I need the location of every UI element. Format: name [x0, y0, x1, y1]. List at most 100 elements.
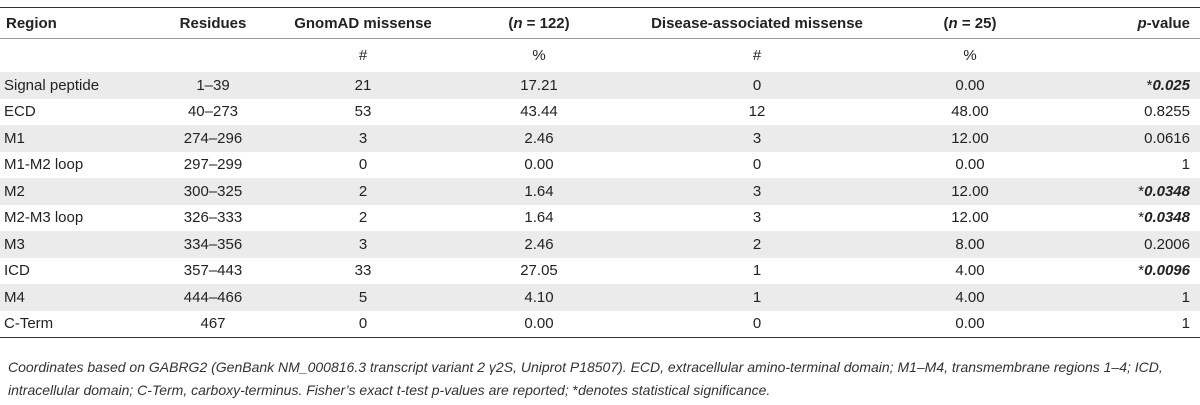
cell-disease-count: 1	[620, 284, 894, 311]
cell-region: Signal peptide	[0, 72, 158, 99]
cell-region: M1	[0, 125, 158, 152]
cell-region: M2-M3 loop	[0, 204, 158, 231]
table-row: M3 334–356 3 2.46 2 8.00 0.2006	[0, 231, 1200, 258]
cell-residues: 326–333	[158, 204, 268, 231]
cell-pvalue: *0.0348	[1046, 178, 1200, 205]
cell-disease-count: 12	[620, 98, 894, 125]
pvalue-text: 0.0348	[1144, 182, 1190, 200]
cell-disease-pct: 48.00	[894, 98, 1046, 125]
pvalue-text: 0.0348	[1144, 209, 1190, 227]
cell-disease-count: 3	[620, 204, 894, 231]
pvalue-text: 0.0096	[1144, 262, 1190, 280]
cell-gnomad-pct: 1.64	[458, 178, 620, 205]
cell-gnomad-pct: 2.46	[458, 125, 620, 152]
subheader-gnomad-count: #	[268, 38, 458, 72]
header-gnomad-n: (n = 122)	[458, 7, 620, 39]
table-row: M4 444–466 5 4.10 1 4.00 1	[0, 284, 1200, 311]
pvalue-text: 0.2006	[1144, 235, 1190, 253]
cell-residues: 297–299	[158, 151, 268, 178]
cell-gnomad-pct: 2.46	[458, 231, 620, 258]
cell-disease-pct: 12.00	[894, 204, 1046, 231]
significance-star: *	[1138, 209, 1145, 227]
cell-gnomad-count: 2	[268, 204, 458, 231]
table-row: ECD 40–273 53 43.44 12 48.00 0.8255	[0, 98, 1200, 125]
cell-disease-count: 3	[620, 178, 894, 205]
cell-disease-pct: 12.00	[894, 178, 1046, 205]
cell-gnomad-count: 2	[268, 178, 458, 205]
cell-region: C-Term	[0, 310, 158, 338]
cell-residues: 444–466	[158, 284, 268, 311]
subheader-gnomad-pct: %	[458, 38, 620, 72]
cell-region: M2	[0, 178, 158, 205]
cell-gnomad-count: 3	[268, 125, 458, 152]
cell-gnomad-pct: 27.05	[458, 257, 620, 284]
table-row: M1 274–296 3 2.46 3 12.00 0.0616	[0, 125, 1200, 152]
pvalue-text: 0.0616	[1144, 129, 1190, 147]
cell-disease-count: 0	[620, 72, 894, 99]
pvalue-text: 1	[1181, 315, 1190, 333]
header-region: Region	[0, 7, 158, 39]
missense-variant-table: Region Residues GnomAD missense (n = 122…	[0, 7, 1200, 338]
table-row: ICD 357–443 33 27.05 1 4.00 *0.0096	[0, 257, 1200, 284]
cell-region: M4	[0, 284, 158, 311]
cell-gnomad-pct: 1.64	[458, 204, 620, 231]
cell-pvalue: *0.0348	[1046, 204, 1200, 231]
header-pvalue: p-value	[1046, 7, 1200, 39]
significance-star: *	[1138, 262, 1145, 280]
cell-disease-count: 1	[620, 257, 894, 284]
table-body: Signal peptide 1–39 21 17.21 0 0.00 *0.025 ECD 4…	[0, 72, 1200, 338]
cell-residues: 334–356	[158, 231, 268, 258]
significance-star: *	[1146, 76, 1153, 94]
cell-residues: 300–325	[158, 178, 268, 205]
cell-gnomad-pct: 4.10	[458, 284, 620, 311]
cell-disease-pct: 0.00	[894, 151, 1046, 178]
cell-residues: 1–39	[158, 72, 268, 99]
table-row: M2-M3 loop 326–333 2 1.64 3 12.00 *0.0348	[0, 204, 1200, 231]
table-row: M1-M2 loop 297–299 0 0.00 0 0.00 1	[0, 151, 1200, 178]
header-disease-n: (n = 25)	[894, 7, 1046, 39]
significance-star: *	[1138, 182, 1145, 200]
table-footnote: Coordinates based on GABRG2 (GenBank NM_…	[8, 359, 1163, 398]
cell-residues: 467	[158, 310, 268, 338]
header-disease-missense: Disease-associated missense	[620, 7, 894, 39]
cell-disease-count: 0	[620, 151, 894, 178]
cell-residues: 40–273	[158, 98, 268, 125]
cell-gnomad-count: 21	[268, 72, 458, 99]
pvalue-text: 1	[1181, 288, 1190, 306]
cell-disease-pct: 0.00	[894, 310, 1046, 338]
cell-pvalue: *0.0096	[1046, 257, 1200, 284]
cell-gnomad-count: 0	[268, 310, 458, 338]
cell-disease-count: 3	[620, 125, 894, 152]
cell-disease-count: 2	[620, 231, 894, 258]
cell-residues: 274–296	[158, 125, 268, 152]
cell-disease-pct: 0.00	[894, 72, 1046, 99]
header-row: Region Residues GnomAD missense (n = 122…	[0, 7, 1200, 39]
table-row: Signal peptide 1–39 21 17.21 0 0.00 *0.025	[0, 72, 1200, 99]
subheader-disease-pct: %	[894, 38, 1046, 72]
cell-pvalue: 1	[1046, 310, 1200, 338]
cell-gnomad-pct: 17.21	[458, 72, 620, 99]
subheader-row: # % # %	[0, 38, 1200, 72]
cell-disease-pct: 12.00	[894, 125, 1046, 152]
cell-disease-pct: 8.00	[894, 231, 1046, 258]
cell-region: ECD	[0, 98, 158, 125]
cell-disease-count: 0	[620, 310, 894, 338]
cell-gnomad-count: 33	[268, 257, 458, 284]
cell-gnomad-count: 3	[268, 231, 458, 258]
cell-gnomad-count: 0	[268, 151, 458, 178]
cell-residues: 357–443	[158, 257, 268, 284]
cell-gnomad-count: 53	[268, 98, 458, 125]
header-residues: Residues	[158, 7, 268, 39]
cell-gnomad-count: 5	[268, 284, 458, 311]
pvalue-text: 1	[1181, 156, 1190, 174]
subheader-disease-count: #	[620, 38, 894, 72]
pvalue-text: 0.8255	[1144, 103, 1190, 121]
table-row: C-Term 467 0 0.00 0 0.00 1	[0, 310, 1200, 338]
cell-pvalue: *0.025	[1046, 72, 1200, 99]
cell-pvalue: 0.2006	[1046, 231, 1200, 258]
header-gnomad-missense: GnomAD missense	[268, 7, 458, 39]
cell-region: ICD	[0, 257, 158, 284]
cell-region: M1-M2 loop	[0, 151, 158, 178]
cell-pvalue: 0.8255	[1046, 98, 1200, 125]
cell-disease-pct: 4.00	[894, 284, 1046, 311]
